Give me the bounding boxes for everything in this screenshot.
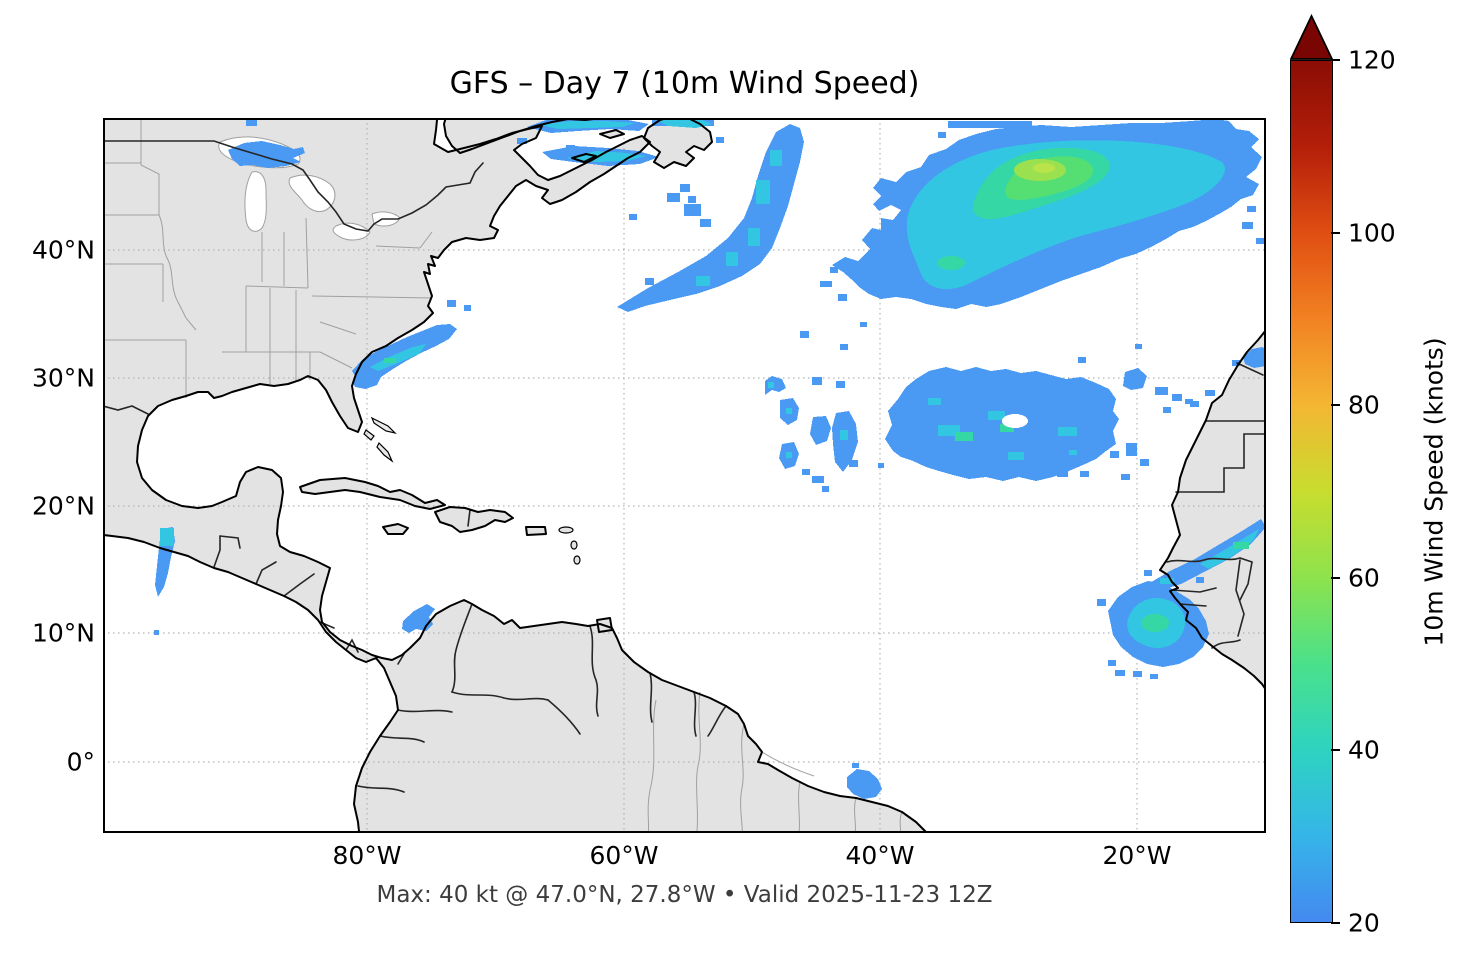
- colorbar-tickmark: [1331, 231, 1340, 234]
- north-south-america-landmass: [95, 110, 930, 841]
- state-borders-layer: [103, 118, 903, 842]
- x-tick-40w: 40°W: [845, 841, 915, 870]
- wind-green-40kt-max: [1005, 156, 1094, 200]
- us-canada-border: [102, 140, 484, 232]
- colorbar-tickmark: [1331, 59, 1340, 61]
- x-tick-80w: 80°W: [332, 841, 402, 870]
- colorbar-gradient: [1290, 60, 1333, 923]
- y-tick-30n: 30°N: [31, 363, 95, 393]
- bahamas-islands: [363, 416, 397, 463]
- colorbar-tickmark: [1331, 404, 1340, 407]
- colorbar-bar-wrap: 120 100 80 60 40 20: [1290, 48, 1396, 936]
- colorbar-tick-60: 60: [1348, 563, 1380, 593]
- colorbar-tickmark: [1331, 576, 1340, 579]
- lesser-antilles-islands: [558, 526, 581, 565]
- lake-erie: [332, 222, 371, 241]
- colorbar-tick-40: 40: [1348, 735, 1380, 765]
- morocco-algeria-border: [1236, 362, 1264, 376]
- y-tick-0: 0°: [66, 747, 95, 777]
- colorbar-tick-100: 100: [1348, 218, 1396, 248]
- colorbar-tick-80: 80: [1348, 390, 1380, 420]
- us-mexico-border: [102, 405, 149, 415]
- colorbar-tick-120: 120: [1348, 45, 1396, 75]
- axes-frame: [103, 118, 1266, 833]
- x-tick-60w: 60°W: [589, 841, 659, 870]
- colorbar-extend-arrow: [1290, 14, 1333, 60]
- lake-huron: [288, 174, 336, 213]
- colorbar-tick-20: 20: [1348, 908, 1380, 938]
- country-borders-layer: [102, 140, 1267, 793]
- wind-shading-layer: [154, 118, 1266, 799]
- weather-map-svg: [94, 109, 1267, 842]
- x-tick-20w: 20°W: [1102, 841, 1172, 870]
- colorbar-tickmark: [1331, 922, 1340, 924]
- y-tick-40n: 40°N: [31, 235, 95, 265]
- colorbar-title: 10m Wind Speed (knots): [1419, 337, 1449, 647]
- caption-max-valid: Max: 40 kt @ 47.0°N, 27.8°W • Valid 2025…: [376, 882, 993, 908]
- y-tick-20n: 20°N: [31, 491, 95, 521]
- wind-hole: [1002, 414, 1028, 428]
- map-plot-area: [94, 109, 1267, 842]
- page-title: GFS – Day 7 (10m Wind Speed): [449, 66, 920, 101]
- y-tick-10n: 10°N: [31, 618, 95, 648]
- lake-michigan: [244, 171, 267, 232]
- gridlines-layer: [103, 118, 1266, 833]
- colorbar-tickmark: [1331, 749, 1340, 752]
